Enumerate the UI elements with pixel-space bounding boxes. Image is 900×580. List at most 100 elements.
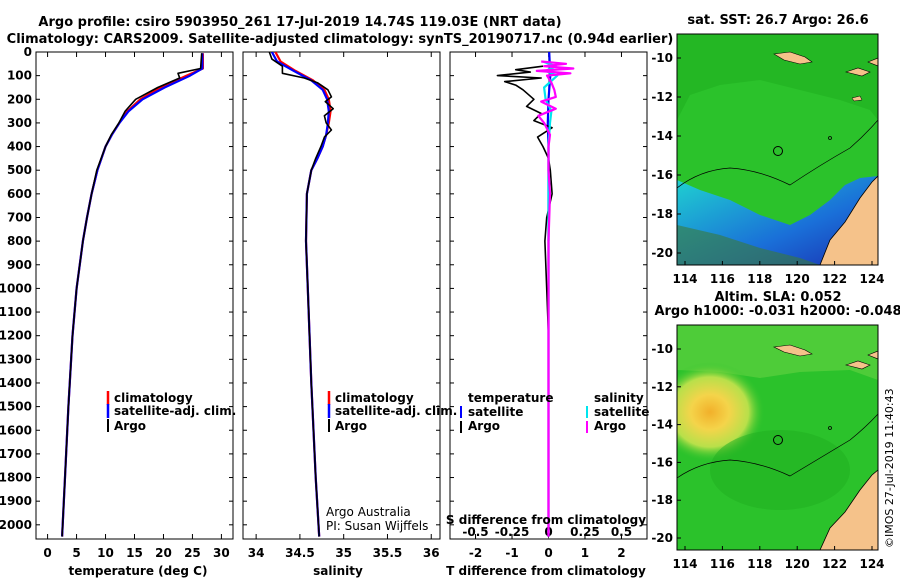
s-tick-label: 0.5 [611, 525, 632, 539]
depth-tick-label: 1000 [0, 281, 32, 295]
lat-tick-label: -16 [651, 455, 673, 469]
sst-map-title: sat. SST: 26.7 Argo: 26.6 [687, 13, 868, 28]
lon-tick-label: 122 [822, 272, 847, 286]
legend-salinity-title: salinity [594, 391, 644, 405]
x-tick-label: 1 [581, 546, 589, 560]
lat-tick-label: -10 [651, 51, 673, 65]
depth-tick-label: 700 [7, 210, 32, 224]
depth-tick-label: 1100 [0, 305, 32, 319]
x-tick-label: 20 [155, 546, 172, 560]
depth-tick-label: 1800 [0, 471, 32, 485]
imos-timestamp: ©IMOS 27-Jul-2019 11:40:43 [883, 388, 896, 548]
difference-legend: temperature satellite Argo salinity sate… [460, 391, 649, 433]
x-tick-label: 35.5 [373, 546, 403, 560]
depth-tick-label: 2000 [0, 518, 32, 532]
depth-tick-label: 500 [7, 163, 32, 177]
series-line-satellite-adj-clim- [61, 53, 204, 537]
difference-panel: -2 -1 0 1 2-0.5 -0.25 0 0.25 0.5 T difference fr… [446, 51, 649, 578]
lat-tick-label: -12 [651, 380, 673, 394]
s-tick-label: 0.25 [570, 525, 600, 539]
lon-tick-label: 124 [859, 557, 884, 571]
depth-tick-label: 100 [7, 69, 32, 83]
sla-map-title-line1: Altim. SLA: 0.052 [715, 290, 842, 305]
x-tick-label: 25 [184, 546, 201, 560]
depth-tick-label: 0 [24, 45, 32, 59]
lon-tick-label: 120 [785, 557, 810, 571]
temperature-legend: climatology satellite-adj. clim. Argo [106, 391, 236, 433]
lat-tick-label: -14 [651, 418, 673, 432]
legend-satellite-adj: satellite-adj. clim. [335, 404, 457, 418]
sla-map-title-line2: Argo h1000: -0.031 h2000: -0.048 [654, 304, 900, 319]
depth-tick-label: 200 [7, 92, 32, 106]
x-tick-label: 0 [544, 546, 552, 560]
legend-climatology: climatology [335, 391, 414, 405]
credit-pi: PI: Susan Wijffels [326, 519, 428, 533]
lat-tick-label: -18 [651, 493, 673, 507]
salinity-axis-label: salinity [313, 564, 363, 578]
lon-tick-label: 118 [747, 272, 772, 286]
x-tick-label: 0 [43, 546, 51, 560]
x-tick-label: 35 [335, 546, 352, 560]
salinity-legend: climatology satellite-adj. clim. Argo [327, 391, 457, 433]
x-tick-label: 2 [617, 546, 625, 560]
lat-tick-label: -12 [651, 90, 673, 104]
s-tick-label: -0.5 [462, 525, 488, 539]
series-line-climatology [61, 53, 204, 537]
depth-tick-label: 600 [7, 187, 32, 201]
depth-tick-label: 1500 [0, 400, 32, 414]
x-tick-label: 36 [423, 546, 440, 560]
depth-tick-label: 1600 [0, 423, 32, 437]
depth-tick-label: 1700 [0, 447, 32, 461]
sla-map: Altim. SLA: 0.052 Argo h1000: -0.031 h20… [651, 290, 900, 571]
x-tick-label: 5 [72, 546, 80, 560]
credit-argo-australia: Argo Australia [326, 505, 411, 519]
lon-tick-label: 120 [785, 272, 810, 286]
lon-tick-label: 116 [710, 272, 735, 286]
figure-title-line1: Argo profile: csiro 5903950_261 17-Jul-2… [38, 15, 561, 30]
depth-tick-label: 1400 [0, 376, 32, 390]
figure-title-line2: Climatology: CARS2009. Satellite-adjuste… [7, 32, 674, 47]
lon-tick-label: 124 [859, 272, 884, 286]
legend-argo: Argo [335, 419, 367, 433]
lat-tick-label: -20 [651, 246, 673, 260]
x-tick-label: 34 [248, 546, 265, 560]
series-line-climatology [274, 52, 332, 537]
series-line-satellite-adj-clim- [270, 52, 330, 537]
depth-tick-label: 900 [7, 258, 32, 272]
lat-tick-label: -18 [651, 207, 673, 221]
lon-tick-label: 122 [822, 557, 847, 571]
lon-tick-label: 114 [672, 557, 697, 571]
lon-tick-label: 114 [672, 272, 697, 286]
t-difference-axis-label: T difference from climatology [446, 564, 646, 578]
salinity-panel: 34 34.5 35 35.5 36 salinity climatology sate… [242, 51, 457, 578]
depth-tick-label: 1300 [0, 352, 32, 366]
lat-tick-label: -16 [651, 168, 673, 182]
lon-tick-label: 118 [747, 557, 772, 571]
depth-tick-label: 400 [7, 140, 32, 154]
lon-tick-label: 116 [710, 557, 735, 571]
legend-t-argo: Argo [468, 419, 500, 433]
x-tick-label: -2 [469, 546, 482, 560]
series-line-argo [61, 53, 203, 537]
series-line-argo [268, 52, 335, 537]
sst-map: sat. SST: 26.7 Argo: 26.6 -10 -12 -14 -16 -1… [651, 13, 884, 286]
s-difference-axis-label: S difference from climatology [446, 513, 646, 527]
depth-tick-label: 1200 [0, 329, 32, 343]
x-tick-label: -1 [505, 546, 518, 560]
lat-tick-label: -10 [651, 342, 673, 356]
temperature-panel: 0100200300400500600700800900100011001200… [0, 45, 236, 578]
depth-tick-label: 300 [7, 116, 32, 130]
x-tick-label: 15 [126, 546, 143, 560]
legend-climatology: climatology [114, 391, 193, 405]
lat-tick-label: -20 [651, 531, 673, 545]
x-tick-label: 30 [213, 546, 230, 560]
legend-satellite-adj: satellite-adj. clim. [114, 404, 236, 418]
x-tick-label: 10 [97, 546, 114, 560]
depth-tick-label: 800 [7, 234, 32, 248]
lat-tick-label: -14 [651, 129, 673, 143]
legend-argo: Argo [114, 419, 146, 433]
legend-temperature-title: temperature [468, 391, 553, 405]
temperature-axis-label: temperature (deg C) [69, 564, 208, 578]
legend-t-satellite: satellite [468, 405, 523, 419]
series-line-t-argo [496, 65, 553, 537]
